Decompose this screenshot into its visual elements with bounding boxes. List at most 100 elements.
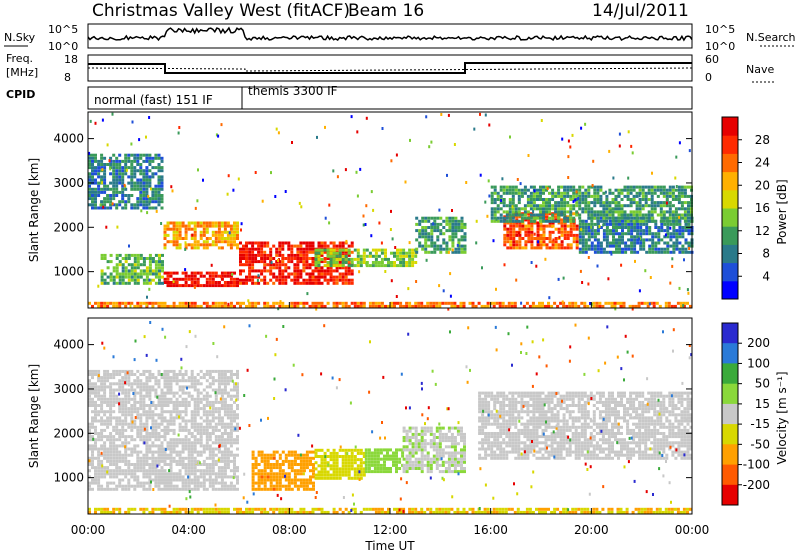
data-cell [508, 216, 512, 220]
data-cell [272, 272, 276, 276]
data-cell [278, 275, 282, 279]
data-cell [607, 301, 611, 305]
noise-cell [364, 223, 367, 226]
data-cell [127, 166, 131, 170]
data-cell [163, 391, 167, 395]
data-cell [133, 404, 137, 407]
data-cell [595, 304, 599, 308]
data-cell [139, 481, 143, 485]
data-cell [287, 463, 291, 466]
noise-cell [440, 113, 443, 116]
data-cell [317, 304, 321, 308]
data-cell [160, 388, 164, 392]
data-cell [454, 247, 458, 251]
data-cell [199, 463, 203, 466]
data-cell [202, 388, 206, 392]
data-cell [647, 213, 651, 217]
data-cell [196, 304, 200, 308]
data-cell [341, 250, 345, 254]
data-cell [442, 247, 446, 251]
data-cell [229, 435, 233, 439]
data-cell [136, 369, 140, 373]
data-cell [251, 475, 255, 479]
data-cell [651, 235, 655, 239]
data-cell [154, 266, 158, 270]
data-cell [335, 257, 339, 261]
data-cell [142, 404, 146, 407]
data-cell [683, 194, 687, 198]
data-cell [148, 260, 152, 264]
freq-trace [88, 62, 692, 74]
data-cell [109, 200, 113, 204]
data-cell [545, 185, 548, 189]
data-cell [103, 466, 107, 470]
data-cell [178, 394, 182, 398]
data-cell [94, 181, 97, 185]
data-cell [127, 481, 131, 485]
data-cell [226, 453, 230, 457]
data-cell [103, 379, 107, 383]
data-cell [593, 213, 597, 217]
data-cell [136, 425, 140, 429]
data-cell [524, 233, 528, 237]
data-cell [320, 301, 324, 305]
data-cell [91, 163, 94, 166]
data-cell [551, 188, 555, 192]
data-cell [136, 266, 140, 270]
data-cell [287, 450, 291, 454]
data-cell [571, 304, 575, 308]
data-cell [414, 301, 418, 305]
data-cell [199, 416, 203, 420]
data-cell [275, 266, 279, 270]
data-cell [683, 191, 687, 195]
data-cell [208, 274, 212, 278]
data-cell [683, 188, 687, 192]
data-cell [652, 304, 656, 308]
data-cell [624, 244, 628, 248]
data-cell [608, 213, 612, 217]
data-cell [260, 278, 264, 282]
data-cell [236, 404, 239, 407]
data-cell [148, 484, 152, 488]
data-cell [145, 391, 149, 395]
data-cell [202, 478, 206, 482]
data-cell [208, 404, 212, 407]
data-cell [586, 304, 590, 308]
data-cell [257, 247, 261, 251]
data-cell [236, 369, 239, 373]
data-cell [684, 229, 688, 233]
data-cell [251, 263, 255, 267]
data-cell [572, 204, 576, 208]
data-cell [275, 478, 279, 482]
data-cell [187, 385, 191, 389]
data-cell [508, 201, 512, 205]
data-cell [166, 441, 170, 445]
data-cell [290, 469, 294, 473]
data-cell [490, 210, 494, 214]
data-cell [623, 188, 627, 192]
data-cell [575, 246, 579, 250]
data-cell [205, 277, 209, 281]
data-cell [536, 237, 540, 240]
data-cell [317, 278, 321, 282]
data-cell [220, 450, 224, 454]
data-cell [118, 163, 122, 166]
data-cell [236, 475, 239, 479]
data-cell [115, 456, 119, 460]
data-cell [118, 153, 122, 157]
data-cell [100, 469, 104, 473]
data-cell [575, 237, 579, 240]
data-cell [151, 416, 155, 420]
noise-cell [105, 225, 108, 229]
data-cell [263, 257, 267, 260]
data-cell [560, 185, 564, 189]
data-cell [560, 221, 564, 225]
data-cell [384, 254, 387, 258]
data-cell [601, 304, 605, 308]
data-cell [136, 253, 140, 257]
data-cell [323, 304, 327, 308]
data-cell [133, 388, 137, 392]
data-cell [530, 233, 534, 237]
data-cell [121, 407, 125, 411]
data-cell [335, 304, 339, 308]
